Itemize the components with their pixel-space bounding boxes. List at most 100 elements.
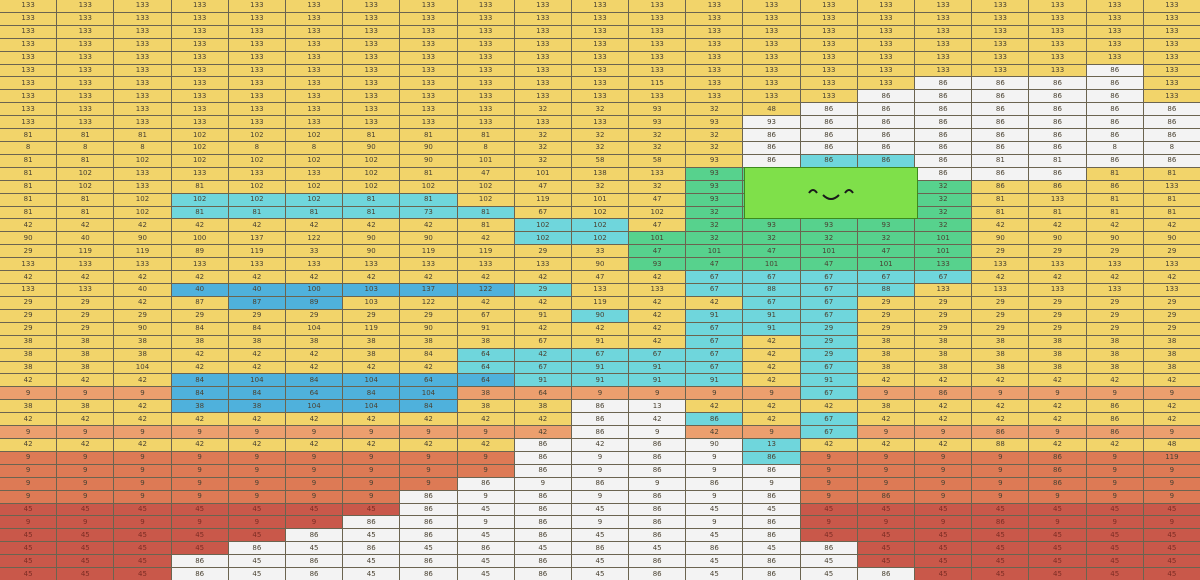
grid-cell: 64 bbox=[400, 374, 457, 387]
grid-cell: 102 bbox=[457, 193, 514, 206]
grid-cell: 86 bbox=[800, 103, 857, 116]
grid-cell: 133 bbox=[0, 51, 57, 64]
grid-cell: 45 bbox=[800, 529, 857, 542]
grid-cell: 133 bbox=[285, 258, 343, 271]
grid-cell: 81 bbox=[400, 193, 457, 206]
grid-cell: 42 bbox=[57, 438, 114, 451]
grid-cell: 133 bbox=[1029, 12, 1086, 25]
grid-cell: 86 bbox=[400, 516, 457, 529]
grid-cell: 133 bbox=[114, 64, 171, 77]
grid-cell: 32 bbox=[571, 103, 629, 116]
grid-cell: 81 bbox=[1029, 154, 1086, 167]
grid-cell: 133 bbox=[171, 77, 228, 90]
grid-cell: 133 bbox=[1143, 12, 1200, 25]
grid-cell: 45 bbox=[343, 555, 400, 568]
grid-cell: 133 bbox=[171, 25, 228, 38]
grid-cell: 133 bbox=[972, 284, 1029, 296]
grid-cell: 9 bbox=[114, 426, 171, 438]
grid-cell: 133 bbox=[343, 103, 400, 116]
grid-cell: 29 bbox=[800, 335, 857, 348]
grid-cell: 93 bbox=[800, 219, 857, 232]
grid-cell: 104 bbox=[228, 374, 285, 387]
grid-cell: 9 bbox=[857, 451, 915, 464]
grid-cell: 9 bbox=[285, 426, 343, 438]
grid-cell: 45 bbox=[1086, 529, 1143, 542]
grid-cell: 32 bbox=[571, 129, 629, 142]
grid-cell: 86 bbox=[686, 542, 743, 555]
grid-cell: 86 bbox=[629, 568, 686, 580]
grid-cell: 9 bbox=[800, 516, 857, 529]
grid-cell: 86 bbox=[800, 129, 857, 142]
grid-cell: 133 bbox=[1143, 64, 1200, 77]
grid-cell: 45 bbox=[228, 568, 285, 580]
grid-cell: 133 bbox=[514, 116, 571, 129]
grid-cell: 29 bbox=[972, 245, 1029, 258]
grid-cell: 133 bbox=[972, 258, 1029, 271]
grid-cell: 38 bbox=[457, 387, 514, 400]
grid-cell: 42 bbox=[0, 219, 57, 232]
grid-cell: 42 bbox=[857, 374, 915, 387]
grid-cell: 38 bbox=[1029, 335, 1086, 348]
grid-cell: 42 bbox=[228, 219, 285, 232]
grid-cell: 42 bbox=[57, 219, 114, 232]
grid-cell: 42 bbox=[457, 271, 514, 284]
grid-cell: 133 bbox=[514, 25, 571, 38]
grid-cell: 13 bbox=[743, 438, 800, 451]
grid-cell: 38 bbox=[972, 348, 1029, 361]
grid-cell: 133 bbox=[343, 258, 400, 271]
grid-cell: 81 bbox=[1143, 167, 1200, 180]
grid-cell: 133 bbox=[743, 64, 800, 77]
grid-cell: 67 bbox=[686, 322, 743, 335]
grid-cell: 84 bbox=[400, 348, 457, 361]
grid-cell: 42 bbox=[400, 413, 457, 426]
grid-cell: 45 bbox=[1029, 503, 1086, 516]
grid-cell: 133 bbox=[915, 25, 972, 38]
grid-cell: 42 bbox=[629, 309, 686, 322]
grid-cell: 133 bbox=[114, 25, 171, 38]
grid-cell: 45 bbox=[57, 555, 114, 568]
grid-cell: 91 bbox=[514, 374, 571, 387]
grid-cell: 45 bbox=[571, 503, 629, 516]
grid-cell: 86 bbox=[1086, 116, 1143, 129]
grid-cell: 67 bbox=[857, 271, 915, 284]
grid-cell: 45 bbox=[1029, 555, 1086, 568]
grid-cell: 45 bbox=[857, 542, 915, 555]
grid-cell: 29 bbox=[171, 309, 228, 322]
grid-cell: 32 bbox=[686, 232, 743, 245]
grid-cell: 86 bbox=[1029, 77, 1086, 90]
grid-cell: 9 bbox=[114, 451, 171, 464]
grid-cell: 67 bbox=[457, 309, 514, 322]
grid-cell: 86 bbox=[800, 542, 857, 555]
grid-cell: 9 bbox=[457, 426, 514, 438]
grid-cell: 86 bbox=[743, 490, 800, 503]
grid-cell: 29 bbox=[972, 322, 1029, 335]
grid-cell: 133 bbox=[114, 167, 171, 180]
grid-cell: 93 bbox=[686, 193, 743, 206]
grid-cell: 45 bbox=[972, 503, 1029, 516]
grid-cell: 102 bbox=[114, 193, 171, 206]
grid-cell: 133 bbox=[343, 77, 400, 90]
grid-cell: 29 bbox=[228, 309, 285, 322]
grid-cell: 45 bbox=[514, 542, 571, 555]
grid-cell: 42 bbox=[1029, 438, 1086, 451]
grid-cell: 8 bbox=[457, 142, 514, 154]
grid-cell: 86 bbox=[1086, 103, 1143, 116]
grid-cell: 9 bbox=[343, 477, 400, 490]
grid-cell: 133 bbox=[972, 51, 1029, 64]
grid-cell: 42 bbox=[743, 335, 800, 348]
grid-cell: 45 bbox=[343, 568, 400, 580]
grid-cell: 32 bbox=[514, 103, 571, 116]
grid-cell: 9 bbox=[228, 516, 285, 529]
grid-cell: 133 bbox=[743, 25, 800, 38]
grid-cell: 119 bbox=[228, 245, 285, 258]
grid-cell: 86 bbox=[571, 426, 629, 438]
grid-cell: 42 bbox=[228, 348, 285, 361]
grid-cell: 119 bbox=[571, 296, 629, 309]
grid-cell: 9 bbox=[57, 426, 114, 438]
grid-cell: 42 bbox=[1086, 438, 1143, 451]
grid-cell: 133 bbox=[0, 116, 57, 129]
grid-cell: 133 bbox=[285, 25, 343, 38]
grid-cell: 67 bbox=[686, 284, 743, 296]
grid-cell: 47 bbox=[571, 271, 629, 284]
